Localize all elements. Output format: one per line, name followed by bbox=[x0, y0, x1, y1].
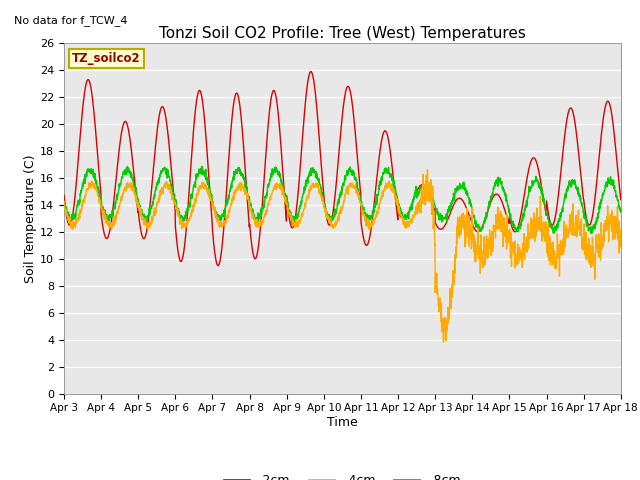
Title: Tonzi Soil CO2 Profile: Tree (West) Temperatures: Tonzi Soil CO2 Profile: Tree (West) Temp… bbox=[159, 25, 526, 41]
Y-axis label: Soil Temperature (C): Soil Temperature (C) bbox=[24, 154, 37, 283]
Text: TZ_soilco2: TZ_soilco2 bbox=[72, 52, 141, 65]
Legend: -2cm, -4cm, -8cm: -2cm, -4cm, -8cm bbox=[219, 469, 466, 480]
X-axis label: Time: Time bbox=[327, 416, 358, 429]
Text: No data for f_TCW_4: No data for f_TCW_4 bbox=[14, 15, 127, 26]
